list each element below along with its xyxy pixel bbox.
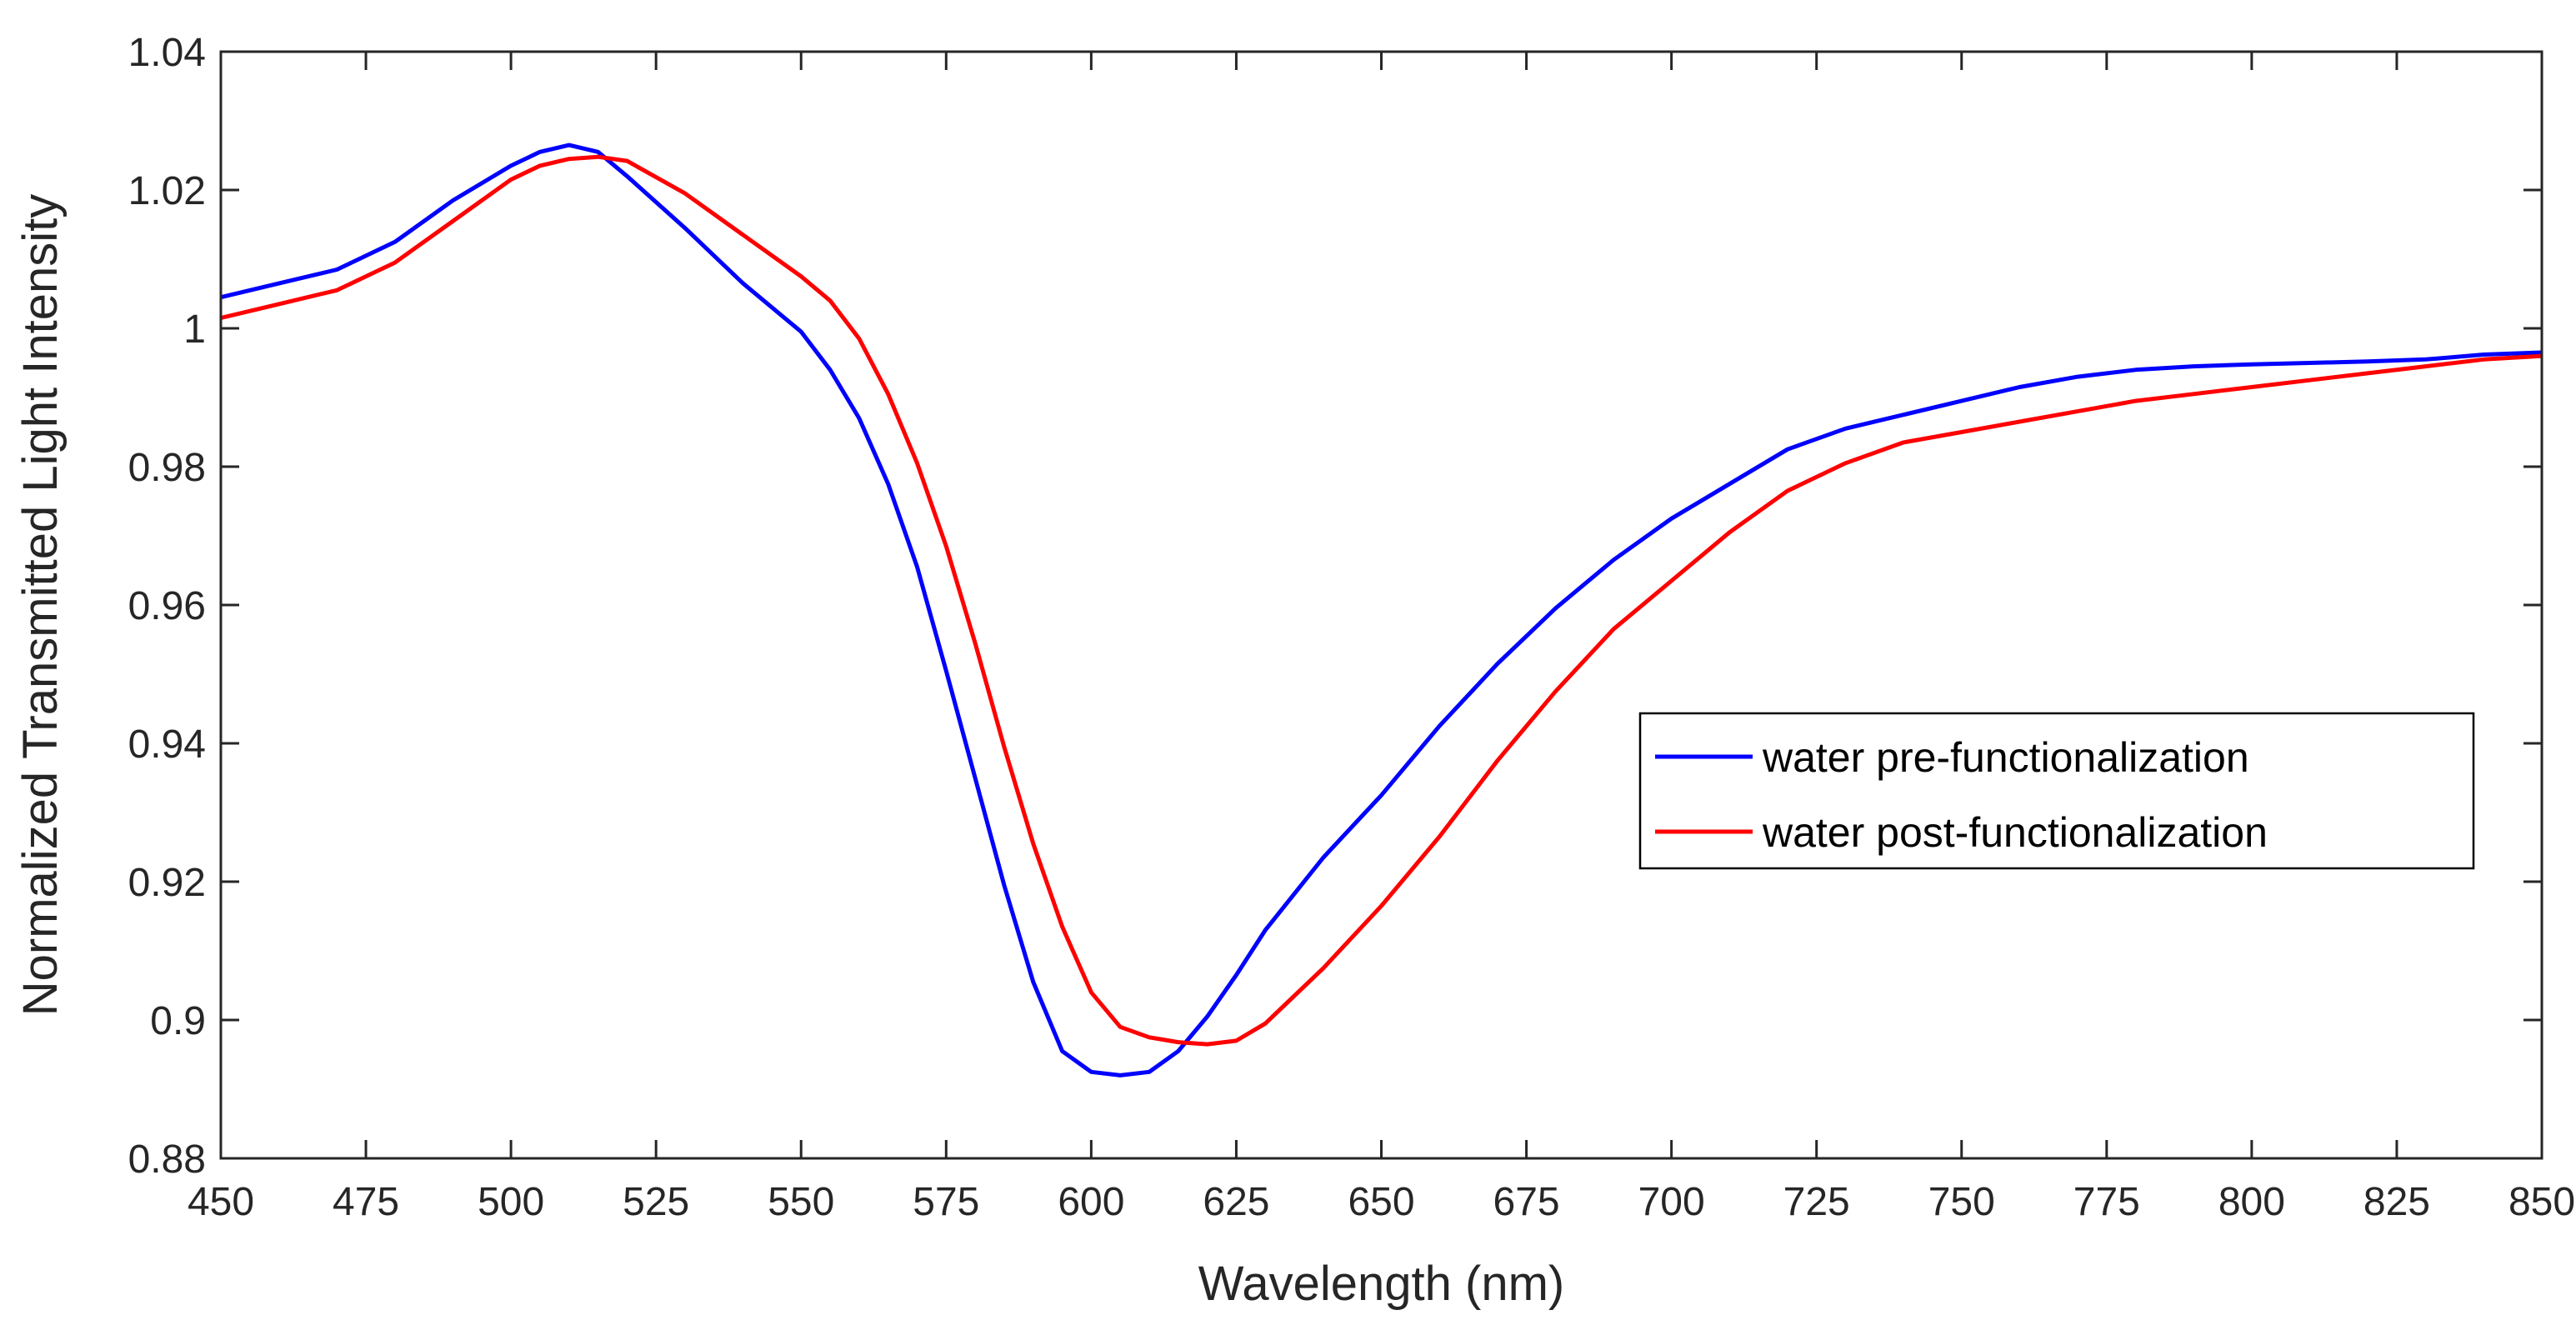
y-axis-ticks: 0.88 0.9 0.92 0.94 0.96 0.98 1 1.02 1.04 — [128, 31, 2542, 1182]
legend-box — [1638, 712, 2475, 870]
series-line-1 — [220, 154, 2543, 1047]
x-tick-label: 525 — [623, 1180, 689, 1224]
x-tick-label: 550 — [768, 1180, 834, 1224]
y-tick-label: 0.98 — [128, 446, 206, 490]
x-tick-label: 825 — [2363, 1180, 2430, 1224]
x-tick-label: 500 — [478, 1180, 544, 1224]
y-tick-label: 0.94 — [128, 722, 206, 767]
x-tick-label: 700 — [1638, 1180, 1705, 1224]
x-tick-label: 600 — [1058, 1180, 1124, 1224]
x-tick-label: 650 — [1348, 1180, 1414, 1224]
y-tick-label: 0.9 — [150, 999, 206, 1043]
x-axis-ticks: 450 475 500 525 550 575 600 625 650 675 700 725 750 7… — [188, 52, 2575, 1224]
x-tick-label: 675 — [1493, 1180, 1560, 1224]
legend-label-post-functionalization: water post-functionalization — [1762, 809, 2268, 856]
y-tick-label: 0.96 — [128, 584, 206, 628]
y-tick-label: 1 — [183, 308, 206, 352]
y-tick-label: 0.88 — [128, 1138, 206, 1182]
x-tick-label: 575 — [913, 1180, 979, 1224]
x-tick-label: 625 — [1203, 1180, 1269, 1224]
y-tick-label: 0.92 — [128, 861, 206, 905]
x-tick-label: 750 — [1928, 1180, 1995, 1224]
y-tick-label: 1.04 — [128, 31, 206, 75]
x-tick-label: 775 — [2073, 1180, 2140, 1224]
x-tick-label: 450 — [188, 1180, 254, 1224]
y-axis-title: Normalized Transmitted Light Intensity — [13, 194, 68, 1016]
y-tick-label: 1.02 — [128, 169, 206, 213]
x-tick-label: 800 — [2218, 1180, 2285, 1224]
legend: water pre-functionalization water post-f… — [1638, 712, 2475, 870]
x-tick-label: 850 — [2508, 1180, 2575, 1224]
series-layer — [220, 142, 2543, 1078]
x-axis-title: Wavelength (nm) — [1198, 1257, 1564, 1311]
x-tick-label: 725 — [1783, 1180, 1850, 1224]
x-tick-label: 475 — [333, 1180, 399, 1224]
legend-label-pre-functionalization: water pre-functionalization — [1762, 734, 2249, 781]
